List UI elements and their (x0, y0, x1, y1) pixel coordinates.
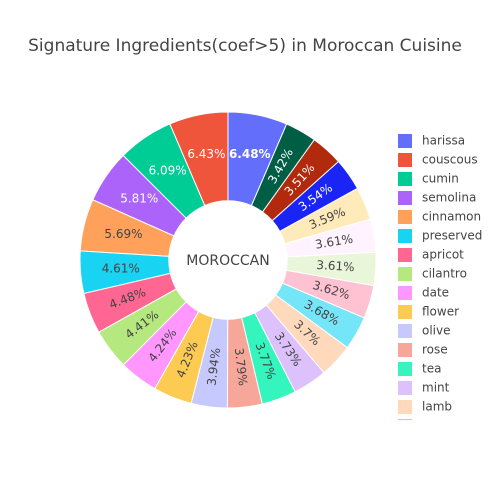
center-annotation: MOROCCAN (186, 253, 269, 269)
legend-swatch (398, 400, 412, 414)
legend-swatch (398, 172, 412, 186)
legend-swatch (398, 153, 412, 167)
slice-label: 5.69% (104, 227, 142, 241)
legend-swatch (398, 324, 412, 338)
slice-label: 5.81% (120, 192, 158, 206)
slice-label: 3.61% (316, 258, 355, 274)
legend-swatch (398, 419, 412, 420)
slice-label: 6.43% (187, 147, 225, 161)
legend: harissa couscous cumin semolina cinnamon pres… (398, 134, 482, 452)
legend-label: apricot (422, 248, 464, 262)
slice-label: 6.09% (149, 163, 187, 177)
legend-label: olive (422, 324, 451, 338)
legend-swatch (398, 305, 412, 319)
legend-swatch (398, 191, 412, 205)
legend-label: mint (422, 381, 450, 395)
legend-label: couscous (422, 153, 478, 167)
legend-swatch (398, 229, 412, 243)
slice-label: 3.94% (204, 347, 223, 387)
legend-label: chickpea (422, 419, 475, 433)
slice-label: 3.79% (232, 347, 250, 386)
legend-swatch (398, 438, 412, 452)
slice-label: 3.61% (314, 232, 354, 252)
pie: 6.48%6.43%6.09%5.81%5.69%4.61%4.48%4.41%… (79, 111, 377, 409)
legend-swatch (398, 286, 412, 300)
chart-title: Signature Ingredients(coef>5) in Morocca… (28, 36, 462, 56)
legend-swatch (398, 210, 412, 224)
legend-swatch (398, 381, 412, 395)
legend-label: tea (422, 362, 441, 376)
legend-swatch (398, 267, 412, 281)
legend-label: date (422, 286, 449, 300)
legend-label: cinnamon (422, 210, 481, 224)
legend-swatch (398, 134, 412, 148)
legend-label: cilantro (422, 267, 467, 281)
legend-label: cumin (422, 172, 459, 186)
legend-label: flower (422, 305, 459, 319)
legend-label: semolina (422, 191, 476, 205)
legend-swatch (398, 248, 412, 262)
legend-label: lamb (422, 400, 452, 414)
slice-label: 6.48% (229, 147, 271, 161)
legend-label: merguez (422, 438, 475, 452)
slice-label: 4.61% (102, 261, 140, 275)
legend-swatch (398, 343, 412, 357)
legend-swatch (398, 362, 412, 376)
slice (250, 123, 315, 213)
legend-label: preserved (422, 229, 482, 243)
legend-label: rose (422, 343, 448, 357)
legend-label: harissa (422, 134, 465, 148)
